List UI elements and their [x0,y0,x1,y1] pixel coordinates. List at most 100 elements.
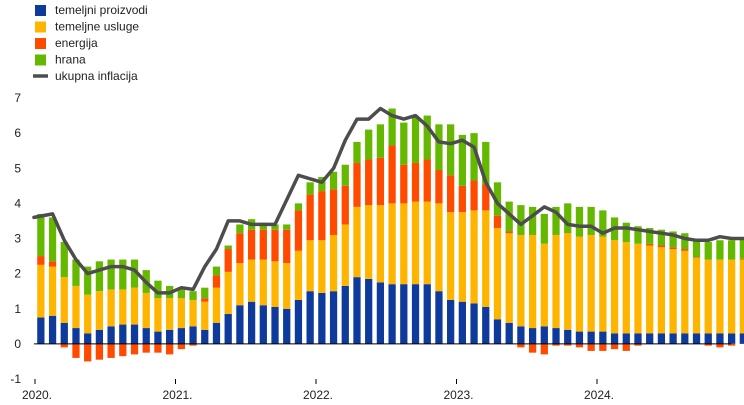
bar-segment [166,329,174,344]
bar-segment [470,133,478,181]
bar-segment [458,134,466,186]
x-tick-label: 2023. [443,388,473,402]
bar-segment [575,206,584,237]
bar-segment [95,291,104,330]
x-axis: 2020. 2021. 2022. 2023. 2024. [22,343,731,402]
y-tick-label: 3 [14,232,21,246]
bar-segment [294,250,303,300]
y-tick-label: 4 [14,196,21,210]
bar-segment [610,240,619,334]
line-layer [32,106,744,295]
bar-segment [177,298,185,329]
bar-segment [493,319,502,344]
bar-segment [48,261,57,267]
x-tick-label: 2021. [162,388,192,402]
bar-segment [177,328,185,344]
bar-segment [142,328,150,344]
bar-segment [119,259,127,290]
bar-segment [552,234,560,329]
bar-segment [107,259,115,290]
bar-segment [482,184,490,211]
bar-segment [400,122,408,165]
bar-segment [622,343,630,351]
bar-segment [423,284,431,344]
legend-swatch [35,5,46,16]
bar-segment [739,259,744,334]
bar-segment [259,305,267,344]
bar-segment [107,326,115,344]
bar-segment [692,333,701,344]
bar-segment [189,299,197,327]
bar-segment [564,329,572,344]
bar-segment [247,229,256,260]
bar-segment [72,285,80,329]
bar-segment [212,275,221,288]
bar-segment [435,170,443,204]
bar-segment [283,263,291,309]
bar-segment [575,331,584,344]
bar-segment [505,231,513,234]
bar-segment [657,229,666,246]
bar-segment [493,182,502,216]
bar-segment [306,194,314,241]
bar-segment [692,257,701,334]
bar-segment [107,289,115,327]
bar-segment [224,314,232,344]
bar-segment [599,210,607,237]
bar-segment [341,164,349,186]
bar-segment [587,343,595,351]
bar-segment [318,177,326,192]
bar-segment [271,306,279,344]
bar-segment [552,206,560,235]
bar-segment [84,343,92,362]
legend-label: energija [55,36,98,50]
bar-segment [283,308,291,344]
bar-segment [423,115,431,160]
bar-segment [728,259,736,334]
bar-segment [517,205,525,235]
bar-segment [435,124,443,171]
bar-segment [48,266,57,316]
bars-layer [37,108,744,362]
legend-label: hrana [55,53,86,67]
bar-segment [564,343,572,346]
bar-segment [201,298,209,302]
bar-segment [154,331,162,344]
bar-segment [587,206,595,235]
bar-segment [37,213,45,257]
bar-segment [306,240,314,292]
bar-segment [201,301,209,330]
bar-segment [388,145,396,204]
bar-segment [622,242,630,334]
bar-segment [107,343,115,358]
bar-segment [552,343,560,346]
bar-segment [259,229,267,260]
bar-segment [435,291,443,344]
bar-segment [60,242,68,278]
bar-segment [224,271,232,315]
bar-segment [318,292,326,344]
bar-segment [716,343,724,348]
bar-segment [528,234,537,329]
bar-segment [119,289,127,325]
bar-segment [447,212,455,300]
x-tick-label: 2024. [584,388,614,402]
bar-segment [458,301,466,344]
y-tick-label: 0 [14,337,21,351]
bar-segment [505,322,513,344]
bar-segment [166,343,174,355]
y-tick-label: 5 [14,161,21,175]
bar-segment [540,326,548,344]
bar-segment [692,239,701,258]
bar-segment [306,182,314,195]
bar-segment [60,343,68,348]
bar-segment [482,306,490,344]
bar-segment [154,343,162,353]
bar-segment [599,236,607,332]
bar-segment [283,229,291,264]
bar-segment [739,239,744,259]
bar-segment [236,233,244,264]
bar-segment [528,206,537,235]
bar-segment [681,250,689,334]
